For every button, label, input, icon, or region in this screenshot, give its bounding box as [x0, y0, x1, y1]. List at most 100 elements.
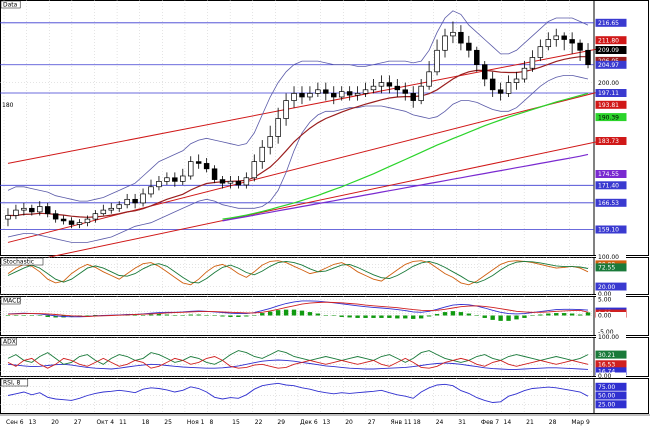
- candle-body: [219, 179, 226, 184]
- candle-body: [521, 67, 528, 80]
- candle-body: [553, 35, 559, 40]
- x-tick-label: Мар 9: [571, 419, 590, 426]
- candle-body: [481, 64, 488, 80]
- macd-histogram-bar: [220, 315, 225, 317]
- x-tick-label: 25: [164, 419, 172, 426]
- y-tick-label: 159.10: [598, 227, 619, 234]
- macd-histogram-bar: [434, 314, 440, 316]
- macd-histogram-bar: [156, 314, 162, 316]
- candle-body: [259, 146, 265, 162]
- candle-body: [60, 218, 67, 222]
- candle-body: [148, 186, 154, 195]
- macd-histogram-bar: [490, 315, 495, 320]
- y-tick-label: 0.00: [598, 313, 612, 320]
- y-tick-label-bg: [595, 382, 627, 391]
- candle-body: [211, 168, 218, 180]
- x-tick-label: Дек 6: [300, 419, 318, 426]
- candle-body: [235, 181, 242, 186]
- ma-slow-line: [222, 92, 589, 220]
- candle-body: [513, 78, 520, 83]
- y-tick-label-bg: [596, 253, 626, 261]
- candle-body: [140, 193, 146, 204]
- macd-histogram-bar: [569, 313, 575, 316]
- candle-body: [84, 218, 91, 224]
- y-tick-label-bg: [595, 263, 627, 272]
- y-tick-label: 211.80: [598, 37, 619, 44]
- macd-histogram-bar: [260, 313, 265, 316]
- candle-body: [13, 209, 19, 216]
- candle-body: [307, 93, 313, 98]
- y-tick-label-bg: [595, 225, 627, 234]
- y-tick-label-bg: [595, 198, 627, 207]
- pane-title-box: [0, 337, 17, 346]
- x-tick-label: Фев 7: [481, 419, 499, 426]
- macd-histogram-bar: [331, 315, 336, 316]
- pane-title: MACD: [3, 298, 21, 305]
- macd-histogram-bar: [530, 315, 535, 316]
- macd-histogram-bar: [315, 313, 321, 316]
- macd-histogram-bar: [21, 315, 27, 316]
- macd-histogram-bar: [514, 315, 519, 320]
- pane-title-box: [0, 257, 44, 266]
- y-tick-label: 30.21: [598, 352, 615, 359]
- macd-histogram-bar: [275, 310, 281, 316]
- y-tick-label: 16.53: [598, 362, 615, 369]
- candle-body: [195, 161, 202, 164]
- y-tick-label: 100.00: [598, 334, 619, 341]
- candle-body: [569, 39, 575, 44]
- candle-body: [37, 206, 43, 213]
- y-tick-label-bg: [595, 350, 627, 359]
- macd-histogram-bar: [132, 315, 138, 316]
- candle-body: [386, 82, 393, 87]
- candle-body: [585, 49, 591, 65]
- candle-body: [92, 213, 99, 220]
- candle-body: [338, 91, 345, 98]
- macd-histogram-bar: [45, 315, 50, 317]
- macd-histogram-bar: [546, 313, 551, 316]
- macd-histogram-bar: [442, 312, 448, 316]
- macd-histogram-bar: [379, 315, 384, 318]
- y-tick-label-bg: [596, 290, 626, 298]
- candle-body: [346, 91, 353, 96]
- candle-body: [100, 209, 107, 215]
- macd-histogram-bar: [506, 315, 511, 321]
- trend-channel-line: [7, 47, 601, 164]
- macd-histogram-bar: [466, 313, 472, 316]
- y-tick-label: -5.00: [598, 329, 614, 336]
- macd-histogram-bar: [252, 315, 257, 316]
- macd-histogram-bar: [418, 315, 424, 319]
- macd-histogram-bar: [323, 315, 328, 316]
- x-tick-label: 24: [436, 419, 444, 426]
- macd-histogram-bar: [585, 312, 591, 316]
- y-tick-label-bg: [595, 170, 627, 178]
- macd-histogram-bar: [538, 314, 543, 316]
- y-tick-label-bg: [595, 113, 627, 122]
- x-tick-label: 15: [232, 419, 240, 426]
- candle-body: [283, 100, 289, 119]
- series-line: [7, 350, 589, 365]
- series-line: [7, 260, 589, 284]
- trend-channel-line: [7, 140, 601, 267]
- macd-histogram-bar: [395, 315, 400, 319]
- candle-body: [243, 177, 250, 186]
- candle-body: [164, 177, 170, 182]
- y-tick-label: 16.74: [598, 369, 615, 376]
- y-tick-label-bg: [595, 400, 627, 409]
- y-tick-label: 216.65: [598, 20, 619, 27]
- y-tick-label: 25.00: [598, 401, 615, 408]
- candle-body: [418, 85, 424, 101]
- candle-body: [394, 85, 401, 91]
- pane-data: 180216.65211.80209.09206.05204.97200.001…: [0, 0, 649, 267]
- y-tick-label: 190.39: [598, 114, 619, 121]
- y-tick-label: 5.00: [598, 296, 612, 303]
- macd-histogram-bar: [307, 312, 313, 316]
- x-tick-label: Сен 6: [6, 419, 24, 426]
- macd-histogram-bar: [29, 315, 34, 316]
- y-tick-label-bg: [595, 46, 627, 54]
- candle-body: [44, 206, 51, 215]
- macd-histogram-bar: [498, 315, 503, 321]
- series-line: [7, 359, 589, 370]
- candle-body: [29, 207, 35, 213]
- candle-body: [251, 161, 258, 179]
